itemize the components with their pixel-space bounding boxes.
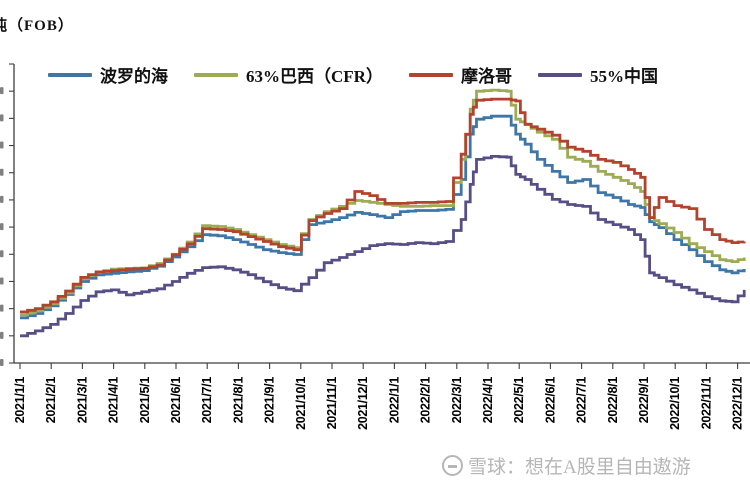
chart-title: 吨（FOB）: [0, 18, 74, 34]
svg-text:2021/12/1: 2021/12/1: [356, 377, 370, 430]
svg-text:2021/1/1: 2021/1/1: [13, 377, 27, 424]
series-line-55%中国: [20, 155, 746, 338]
svg-text:2021/8/1: 2021/8/1: [231, 377, 245, 424]
svg-text:2022/9/1: 2022/9/1: [637, 377, 651, 424]
watermark: 雪球：想在A股里自由遨游: [442, 452, 691, 479]
svg-text:2021/2/1: 2021/2/1: [44, 377, 58, 424]
legend-label: 摩洛哥: [460, 67, 512, 86]
svg-text:2022/12/1: 2022/12/1: [731, 377, 745, 430]
svg-text:2022/1/1: 2022/1/1: [387, 377, 401, 424]
watermark-text: 雪球：想在A股里自由遨游: [468, 457, 691, 478]
svg-text:2021/10/1: 2021/10/1: [294, 377, 308, 430]
legend-item-morocco: 摩洛哥: [408, 62, 512, 87]
xueqiu-logo-icon: [442, 455, 463, 476]
series-line-波罗的海: [20, 114, 746, 320]
baltic-line-swatch-icon: [48, 72, 92, 77]
chart-legend: 波罗的海 63%巴西（CFR） 摩洛哥 55%中国: [48, 62, 748, 87]
legend-item-brazil: 63%巴西（CFR）: [194, 62, 383, 87]
svg-text:2022/8/1: 2022/8/1: [606, 377, 620, 424]
svg-text:2022/11/1: 2022/11/1: [699, 377, 713, 430]
svg-text:2021/5/1: 2021/5/1: [138, 377, 152, 424]
morocco-line-swatch-icon: [408, 72, 453, 77]
svg-text:2022/3/1: 2022/3/1: [450, 377, 464, 424]
brazil-line-swatch-icon: [194, 72, 238, 77]
legend-item-baltic: 波罗的海: [48, 62, 168, 87]
svg-text:2022/10/1: 2022/10/1: [668, 377, 682, 430]
legend-item-china: 55%中国: [537, 62, 658, 87]
svg-text:2022/4/1: 2022/4/1: [481, 377, 495, 424]
svg-text:2022/7/1: 2022/7/1: [575, 377, 589, 424]
svg-text:2021/3/1: 2021/3/1: [75, 377, 89, 424]
svg-text:2021/6/1: 2021/6/1: [169, 377, 183, 424]
svg-text:2021/4/1: 2021/4/1: [107, 377, 121, 424]
svg-text:2022/6/1: 2022/6/1: [543, 377, 557, 424]
china-line-swatch-icon: [537, 72, 582, 77]
series-line-摩洛哥: [20, 97, 746, 314]
svg-text:2021/9/1: 2021/9/1: [263, 377, 277, 424]
legend-label: 55%中国: [589, 67, 658, 86]
legend-label: 波罗的海: [100, 67, 168, 86]
svg-text:2022/5/1: 2022/5/1: [512, 377, 526, 424]
svg-text:2021/7/1: 2021/7/1: [200, 377, 214, 424]
legend-label: 63%巴西（CFR）: [246, 67, 383, 86]
svg-text:2021/11/1: 2021/11/1: [325, 377, 339, 430]
series-line-63%巴西（CFR）: [20, 88, 746, 317]
svg-text:2022/2/1: 2022/2/1: [419, 377, 433, 424]
